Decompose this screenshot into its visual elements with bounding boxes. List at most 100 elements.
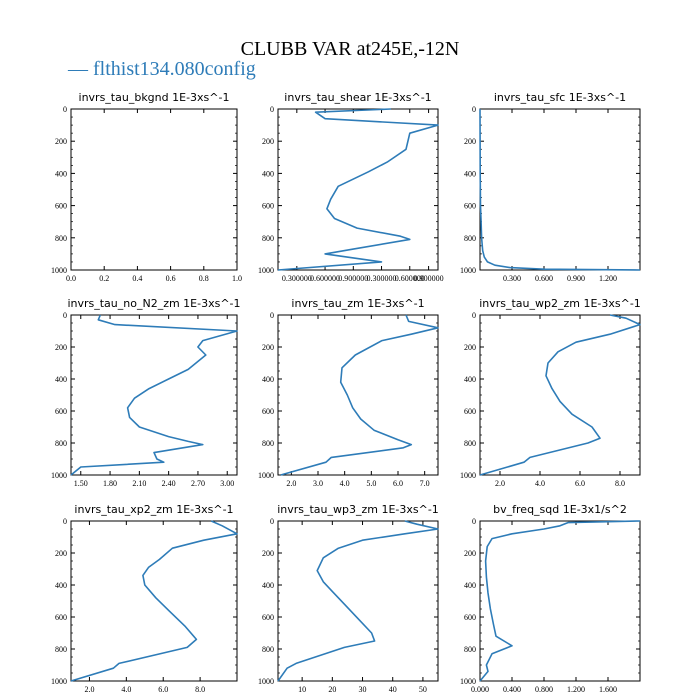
x-tick-label: 0.400 bbox=[503, 685, 521, 694]
y-tick-label: 200 bbox=[464, 549, 476, 558]
series-line bbox=[280, 314, 439, 476]
panel-title: invrs_tau_wp2_zm 1E-3xs^-1 bbox=[479, 297, 641, 310]
plot-frame bbox=[277, 108, 439, 271]
chart-panel-6: invrs_tau_wp2_zm 1E-3xs^-10 200 400 600 800 1… bbox=[460, 297, 641, 488]
x-tick-label: 7.0 bbox=[420, 479, 430, 488]
x-tick-label: 0.900000 bbox=[414, 274, 444, 283]
series-line bbox=[70, 314, 238, 476]
x-tick-label: 0.6 bbox=[166, 274, 176, 283]
chart-panel-4: invrs_tau_no_N2_zm 1E-3xs^-10 200 400 600 80… bbox=[51, 297, 241, 488]
x-tick-label: 4.0 bbox=[535, 479, 545, 488]
y-tick-label: 0 bbox=[270, 311, 274, 320]
x-tick-label: 1.200 bbox=[599, 274, 617, 283]
y-tick-label: 800 bbox=[55, 645, 67, 654]
plot-frame bbox=[277, 314, 439, 476]
y-tick-label: 600 bbox=[262, 202, 274, 211]
plot-frame bbox=[70, 520, 238, 682]
x-tick-label: 0.600000 bbox=[310, 274, 340, 283]
x-tick-label: 30 bbox=[359, 685, 367, 694]
x-tick-label: 6.0 bbox=[158, 685, 168, 694]
plot-frame bbox=[479, 108, 641, 271]
panel-title: invrs_tau_zm 1E-3xs^-1 bbox=[291, 297, 424, 310]
y-tick-label: 400 bbox=[464, 375, 476, 384]
chart-panel-3: invrs_tau_sfc 1E-3xs^-1 0 200 400 600 800 1000… bbox=[460, 91, 641, 283]
x-tick-label: 8.0 bbox=[615, 479, 625, 488]
legend: — flthist134.080config bbox=[68, 58, 256, 81]
x-tick-label: 6.0 bbox=[393, 479, 403, 488]
y-tick-label: 1000 bbox=[258, 471, 274, 480]
x-tick-label: 2.40 bbox=[162, 479, 176, 488]
plot-frame bbox=[479, 314, 641, 476]
x-tick-label: 0.300 bbox=[503, 274, 521, 283]
y-tick-label: 800 bbox=[262, 439, 274, 448]
y-tick-label: 0 bbox=[472, 311, 476, 320]
x-tick-label: 6.0 bbox=[575, 479, 585, 488]
x-tick-label: 1.200 bbox=[567, 685, 585, 694]
chart-panel-1: invrs_tau_bkgnd 1E-3xs^-1 0 200 400 600 800 10… bbox=[51, 91, 242, 283]
x-tick-label: 0.4 bbox=[132, 274, 142, 283]
y-tick-label: 0 bbox=[270, 517, 274, 526]
y-tick-label: 0 bbox=[63, 105, 67, 114]
series-line bbox=[70, 520, 238, 682]
x-tick-label: 0.900000 bbox=[338, 274, 368, 283]
y-tick-label: 400 bbox=[262, 581, 274, 590]
y-tick-label: 400 bbox=[55, 375, 67, 384]
panel-title: invrs_tau_xp2_zm 1E-3xs^-1 bbox=[74, 503, 233, 516]
chart-panel-7: invrs_tau_xp2_zm 1E-3xs^-1 0 200 400 600 800 1… bbox=[51, 503, 238, 694]
y-tick-label: 600 bbox=[262, 407, 274, 416]
x-tick-label: 20 bbox=[328, 685, 336, 694]
x-tick-label: 4.0 bbox=[121, 685, 131, 694]
x-tick-label: 0.900 bbox=[567, 274, 585, 283]
series-line bbox=[479, 108, 641, 271]
y-tick-label: 1000 bbox=[460, 677, 476, 686]
x-tick-label: 0.600000 bbox=[395, 274, 425, 283]
x-tick-label: 2.0 bbox=[495, 479, 505, 488]
y-tick-label: 600 bbox=[262, 613, 274, 622]
x-tick-label: 1.0 bbox=[232, 274, 242, 283]
y-tick-label: 1000 bbox=[51, 471, 67, 480]
legend-line-icon: — bbox=[68, 58, 88, 80]
y-tick-label: 600 bbox=[55, 407, 67, 416]
y-tick-label: 1000 bbox=[51, 266, 67, 275]
x-tick-label: 1.600 bbox=[599, 685, 617, 694]
panel-title: invrs_tau_shear 1E-3xs^-1 bbox=[284, 91, 431, 104]
x-tick-label: 5.0 bbox=[366, 479, 376, 488]
y-tick-label: 200 bbox=[464, 137, 476, 146]
y-tick-label: 800 bbox=[464, 439, 476, 448]
series-line bbox=[479, 314, 641, 476]
plot-frame bbox=[479, 520, 641, 682]
y-tick-label: 400 bbox=[464, 581, 476, 590]
x-tick-label: 2.70 bbox=[191, 479, 205, 488]
y-tick-label: 0 bbox=[63, 517, 67, 526]
y-tick-label: 200 bbox=[464, 343, 476, 352]
x-tick-label: 0.300000 bbox=[367, 274, 397, 283]
x-tick-label: 40 bbox=[389, 685, 397, 694]
chart-panel-2: invrs_tau_shear 1E-3xs^-1 0 200 400 600 800 10… bbox=[258, 91, 444, 283]
y-tick-label: 800 bbox=[55, 439, 67, 448]
x-tick-label: 4.0 bbox=[340, 479, 350, 488]
x-tick-label: 2.0 bbox=[84, 685, 94, 694]
panel-title: bv_freq_sqd 1E-3x1/s^2 bbox=[493, 503, 627, 516]
x-tick-label: 0.600 bbox=[535, 274, 553, 283]
x-tick-label: 0.0 bbox=[66, 274, 76, 283]
y-tick-label: 1000 bbox=[51, 677, 67, 686]
y-tick-label: 0 bbox=[472, 517, 476, 526]
y-tick-label: 600 bbox=[55, 613, 67, 622]
y-tick-label: 0 bbox=[472, 105, 476, 114]
x-tick-label: 8.0 bbox=[195, 685, 205, 694]
y-tick-label: 400 bbox=[262, 375, 274, 384]
y-tick-label: 800 bbox=[55, 234, 67, 243]
y-tick-label: 600 bbox=[464, 202, 476, 211]
chart-panel-5: invrs_tau_zm 1E-3xs^-1 0 200 400 600 800 1000 2… bbox=[258, 297, 439, 488]
y-tick-label: 200 bbox=[262, 549, 274, 558]
y-tick-label: 800 bbox=[262, 645, 274, 654]
chart-panel-8: invrs_tau_wp3_zm 1E-3xs^-10 200 400 600 800 1… bbox=[258, 503, 439, 694]
y-tick-label: 200 bbox=[55, 137, 67, 146]
y-tick-label: 800 bbox=[262, 234, 274, 243]
y-tick-label: 400 bbox=[464, 169, 476, 178]
plot-frame bbox=[70, 314, 238, 476]
x-tick-label: 0.800 bbox=[535, 685, 553, 694]
y-tick-label: 1000 bbox=[258, 677, 274, 686]
x-tick-label: 1.50 bbox=[74, 479, 88, 488]
y-tick-label: 200 bbox=[262, 343, 274, 352]
